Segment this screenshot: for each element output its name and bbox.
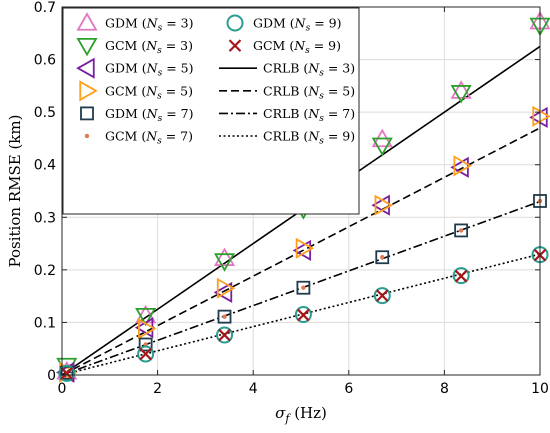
series-line-crlb-n-s-5 — [61, 127, 541, 376]
legend-label: GCM (Ns = 3) — [105, 38, 193, 56]
legend-box — [62, 7, 360, 215]
data-point-gcm-n-s-7 — [380, 255, 385, 260]
x-tick-label: 0 — [58, 381, 67, 397]
y-tick-label: 0.4 — [34, 158, 56, 174]
data-point-gcm-n-s-7 — [301, 285, 306, 290]
data-point-gdm-n-s-7 — [138, 337, 153, 352]
data-point-gcm-n-s-5 — [374, 194, 394, 216]
data-point-gcm-n-s-7 — [458, 228, 464, 233]
data-point-gdm-n-s-7 — [454, 223, 469, 238]
legend-label: CRLB (Ns = 7) — [263, 106, 355, 124]
data-point-gdm-n-s-3 — [450, 80, 472, 99]
y-tick-label: 0.6 — [34, 53, 56, 69]
legend-item-gcm-n-s-9: GCM (Ns = 9) — [228, 38, 341, 56]
data-point-gdm-n-s-9 — [137, 345, 155, 363]
legend-label: GDM (Ns = 5) — [105, 61, 193, 79]
data-point-gcm-n-s-5 — [295, 237, 315, 259]
x-axis-label: σf (Hz) — [275, 404, 327, 425]
x-tick-label: 2 — [153, 381, 162, 397]
legend-symbol-gcm-n-s-9 — [228, 39, 242, 52]
legend-item-gdm-n-s-3: GDM (Ns = 3) — [76, 12, 193, 34]
legend-item-gcm-n-s-3: GCM (Ns = 3) — [76, 37, 193, 57]
x-tick-label: 8 — [440, 381, 449, 397]
data-point-gcm-n-s-5 — [216, 277, 236, 299]
data-point-gcm-n-s-9 — [375, 289, 389, 302]
legend-label: CRLB (Ns = 9) — [263, 129, 355, 147]
data-point-gdm-n-s-3 — [213, 247, 236, 266]
y-tick-label: 0 — [47, 368, 56, 384]
data-point-gdm-n-s-5 — [213, 281, 233, 304]
data-point-gdm-n-s-9 — [294, 306, 312, 324]
y-axis-label: Position RMSE (km) — [6, 115, 24, 268]
data-point-gdm-n-s-7 — [217, 309, 232, 324]
legend-symbol-gcm-n-s-3 — [76, 37, 98, 57]
series-gcm-n-s-5 — [59, 105, 550, 383]
data-point-gcm-n-s-9 — [454, 269, 468, 283]
legend-symbol-gdm-n-s-3 — [76, 12, 98, 31]
data-point-gcm-n-s-5 — [532, 105, 550, 127]
data-point-gcm-n-s-3 — [450, 85, 472, 104]
series-line-crlb-n-s-7 — [61, 200, 541, 376]
data-point-gdm-n-s-9 — [373, 287, 391, 305]
series-gcm-n-s-9 — [60, 248, 547, 380]
legend-label: GDM (Ns = 9) — [253, 16, 341, 34]
plot-frame — [61, 6, 541, 376]
y-tick-label: 0.2 — [34, 263, 56, 279]
y-tick-label: 0.7 — [34, 0, 56, 16]
data-point-gcm-n-s-3 — [371, 137, 393, 157]
legend-label: GCM (Ns = 7) — [105, 129, 193, 147]
x-tick-label: 4 — [249, 381, 258, 397]
legend-label: GCM (Ns = 5) — [105, 83, 193, 101]
data-point-gdm-n-s-9 — [452, 267, 470, 285]
data-point-gcm-n-s-9 — [60, 367, 74, 380]
data-point-gdm-n-s-9 — [216, 326, 234, 344]
data-point-gcm-n-s-3 — [213, 253, 236, 272]
legend-item-gcm-n-s-5: GCM (Ns = 5) — [79, 80, 193, 102]
series-gcm-n-s-7 — [64, 198, 543, 376]
data-point-gcm-n-s-5 — [453, 155, 472, 177]
data-point-gdm-n-s-7 — [375, 250, 390, 265]
y-tick-label: 0.5 — [34, 105, 56, 121]
data-point-gcm-n-s-3 — [135, 307, 157, 327]
legend-symbol-gcm-n-s-5 — [79, 80, 98, 102]
legend-label: GDM (Ns = 7) — [105, 106, 193, 124]
y-tick-label: 0.3 — [34, 210, 56, 226]
legend-symbol-gdm-n-s-5 — [76, 57, 95, 79]
legend-label: CRLB (Ns = 5) — [263, 83, 355, 101]
legend-item-crlb-n-s-7: CRLB (Ns = 7) — [219, 106, 355, 124]
legend-label: CRLB (Ns = 3) — [263, 61, 355, 79]
legend-item-crlb-n-s-5: CRLB (Ns = 5) — [219, 83, 355, 101]
data-point-gdm-n-s-9 — [58, 364, 76, 382]
legend-item-crlb-n-s-9: CRLB (Ns = 9) — [219, 129, 355, 147]
data-point-gdm-n-s-7 — [296, 280, 311, 295]
legend-item-gdm-n-s-5: GDM (Ns = 5) — [76, 57, 193, 79]
legend-item-gdm-n-s-7: GDM (Ns = 7) — [80, 106, 193, 124]
data-point-gcm-n-s-7 — [222, 314, 227, 319]
data-point-gcm-n-s-5 — [137, 318, 157, 340]
y-tick-label: 0.1 — [34, 315, 56, 331]
legend-item-gcm-n-s-7: GCM (Ns = 7) — [84, 129, 193, 147]
data-point-gcm-n-s-9 — [218, 328, 231, 342]
data-point-gdm-n-s-5 — [371, 194, 390, 216]
legend-item-crlb-n-s-3: CRLB (Ns = 3) — [219, 61, 355, 79]
x-tick-label: 6 — [344, 381, 353, 397]
x-tick-label: 10 — [531, 381, 549, 397]
data-point-gcm-n-s-9 — [297, 308, 310, 322]
legend-symbol-gdm-n-s-7 — [80, 106, 94, 121]
data-point-gcm-n-s-9 — [139, 347, 152, 361]
legend-label: GDM (Ns = 3) — [105, 16, 193, 34]
legend-symbol-gdm-n-s-9 — [226, 14, 244, 32]
legend-symbol-gcm-n-s-7 — [84, 133, 90, 139]
legend: GDM (Ns = 3) GDM (Ns = 9) GCM (Ns = 3) GCM … — [62, 7, 360, 215]
legend-label: GCM (Ns = 9) — [253, 38, 341, 56]
legend-item-gdm-n-s-9: GDM (Ns = 9) — [226, 14, 341, 34]
